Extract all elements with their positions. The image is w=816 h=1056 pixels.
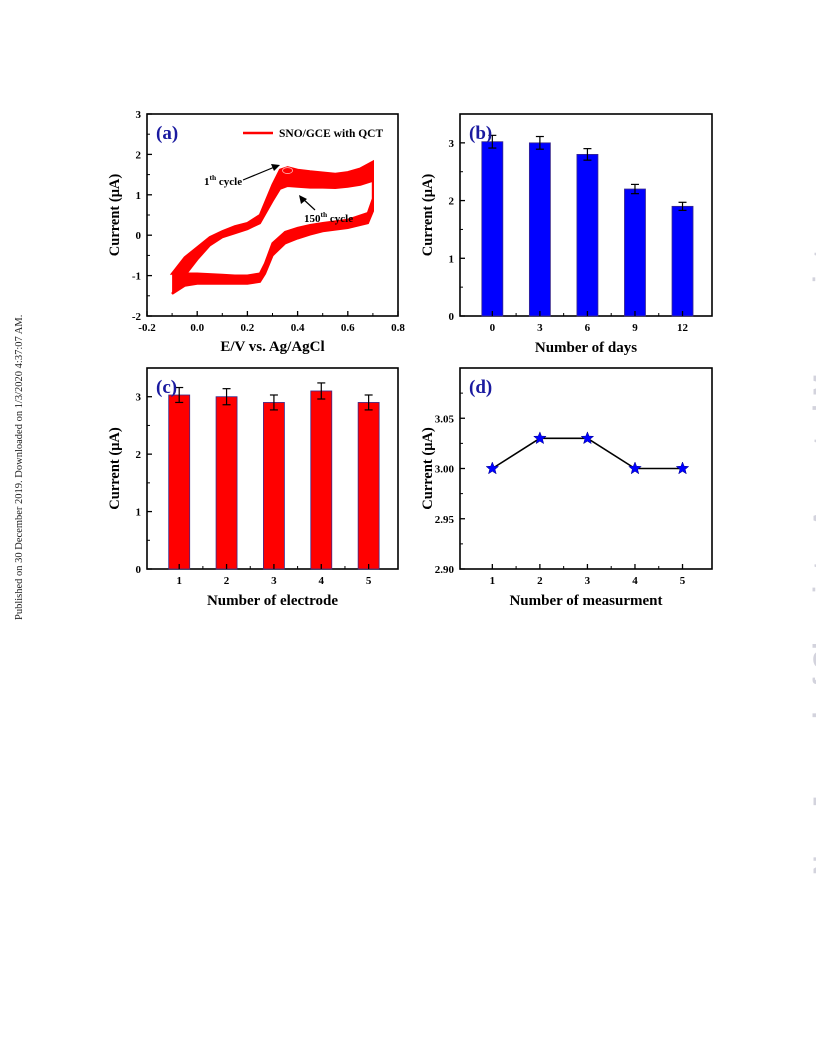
x-axis-label: Number of days: [535, 340, 637, 356]
data-point-star: [628, 461, 642, 475]
legend-label: SNO/GCE with QCT: [279, 128, 383, 140]
annotation-text: cycle: [216, 176, 242, 188]
x-tick-label: 0: [490, 322, 496, 334]
arrowhead-last-cycle: [299, 195, 307, 204]
y-tick-label: 2: [449, 196, 455, 208]
y-tick-label: 2: [136, 449, 142, 461]
data-point-star: [580, 431, 595, 445]
y-axis-label: Current (μA): [107, 427, 123, 510]
x-tick-label: 4: [632, 575, 638, 587]
y-tick-label: -1: [132, 271, 141, 283]
y-tick-label: 3: [136, 392, 142, 404]
x-tick-label: 3: [537, 322, 543, 334]
annotation-first-cycle: 1th cycle: [204, 173, 242, 188]
y-tick-label: 3.05: [435, 413, 455, 425]
cv-peak-loops: [282, 167, 293, 174]
x-tick-label: 12: [677, 322, 689, 334]
bar: [168, 394, 191, 570]
x-axis-label: Number of electrode: [207, 593, 338, 609]
x-tick-label: 0.8: [391, 322, 405, 334]
data-point-star: [485, 461, 500, 475]
x-tick-label: 9: [632, 322, 638, 334]
chart-c: 0 1 2 3 Current (μA) 1 2 3 4 5 Number of electrode…: [107, 367, 399, 609]
y-axis-label: Current (μA): [107, 174, 123, 257]
panel-label: (b): [469, 123, 492, 144]
y-tick-label: 0: [136, 230, 142, 242]
annotation-sup: th: [321, 210, 328, 219]
y-tick-label: -2: [132, 311, 142, 323]
x-tick-label: 5: [680, 575, 686, 587]
y-tick-label: 1: [136, 190, 142, 202]
bar: [263, 402, 285, 570]
cv-curve-tail: [172, 273, 185, 294]
arrow-first-cycle: [242, 165, 278, 181]
data-point-star: [533, 431, 547, 445]
x-tick-label: 0.4: [291, 322, 305, 334]
panel-label: (a): [156, 123, 178, 144]
chart-d: 2.90 2.95 3.00 3.05 Current (μA) 1 2 3 4 5 Number …: [420, 367, 713, 609]
data-line: [491, 437, 683, 470]
bar: [357, 402, 380, 570]
annotation-last-cycle: 150th cycle: [304, 210, 353, 225]
panel-label: (c): [156, 377, 177, 398]
panel-label: (d): [469, 377, 492, 398]
bar: [576, 153, 599, 317]
x-tick-label: 3: [271, 575, 277, 587]
x-tick-label: 5: [366, 575, 372, 587]
bar: [215, 396, 238, 570]
y-axis-label: Current (μA): [420, 427, 436, 510]
x-tick-label: 2: [537, 575, 543, 587]
bar: [481, 141, 504, 317]
x-tick-label: -0.2: [138, 322, 156, 334]
y-tick-label: 1: [136, 507, 142, 519]
x-tick-label: 1: [176, 575, 182, 587]
y-tick-label: 3: [449, 138, 455, 150]
annotation-sup: th: [210, 173, 217, 182]
y-tick-label: 3: [136, 109, 142, 121]
chart-a: -0.2 0.0 0.2 0.4 0.6 0.8 E/V vs. Ag/AgCl -2 -1 0 1…: [107, 109, 405, 355]
y-tick-label: 2: [136, 149, 142, 161]
annotation-num: 1: [204, 176, 210, 188]
x-tick-label: 6: [585, 322, 591, 334]
bar: [624, 188, 646, 317]
y-tick-label: 2.95: [435, 514, 455, 526]
x-tick-label: 1: [490, 575, 496, 587]
y-tick-label: 1: [449, 253, 455, 265]
bar: [671, 205, 694, 317]
x-tick-label: 0.6: [341, 322, 355, 334]
annotation-text: cycle: [327, 213, 353, 225]
cv-curve: [169, 159, 374, 295]
x-axis-label: E/V vs. Ag/AgCl: [220, 339, 324, 355]
y-axis-label: Current (μA): [420, 174, 436, 257]
x-tick-label: 0.0: [190, 322, 204, 334]
data-point-star: [675, 461, 690, 475]
bar: [528, 142, 551, 317]
x-axis-label: Number of measurment: [509, 593, 662, 609]
bar: [310, 390, 333, 570]
y-tick-label: 0: [449, 311, 455, 323]
x-tick-label: 2: [224, 575, 230, 587]
x-tick-label: 3: [585, 575, 591, 587]
annotation-num: 150: [304, 213, 321, 225]
y-tick-label: 0: [136, 564, 142, 576]
y-tick-label: 2.90: [435, 564, 455, 576]
y-tick-label: 3.00: [435, 464, 455, 476]
arrowhead-first-cycle: [271, 164, 280, 171]
x-tick-label: 4: [319, 575, 325, 587]
x-tick-label: 0.2: [241, 322, 255, 334]
